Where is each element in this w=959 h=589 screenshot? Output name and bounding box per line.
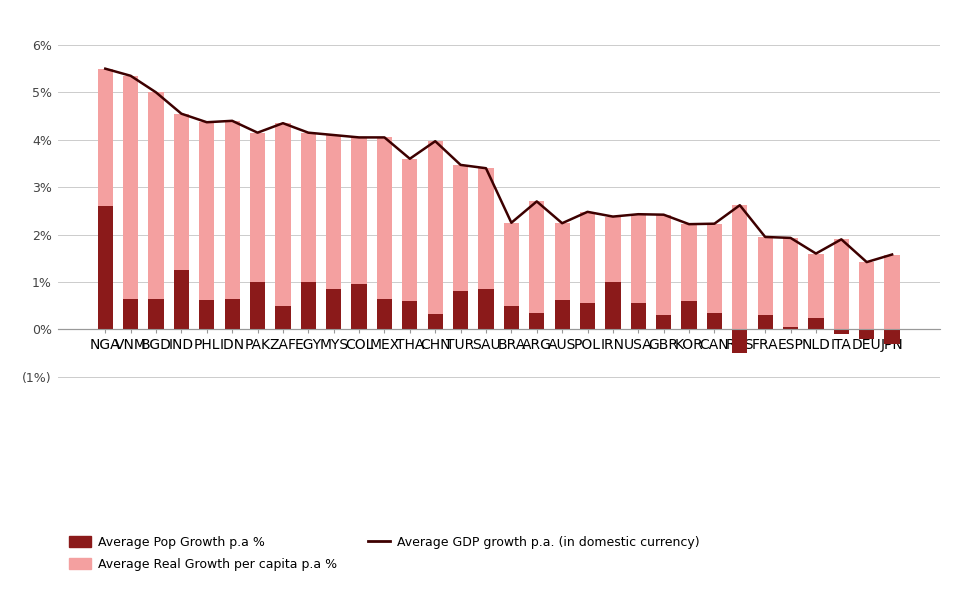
Bar <box>149 92 164 299</box>
Bar <box>707 313 722 329</box>
Bar <box>859 329 875 339</box>
Bar <box>199 300 215 329</box>
Bar <box>174 114 189 270</box>
Bar <box>123 76 138 299</box>
Bar <box>808 317 824 329</box>
Bar <box>301 282 316 329</box>
Bar <box>250 282 266 329</box>
Bar <box>377 299 392 329</box>
Bar <box>884 254 900 343</box>
Bar <box>707 224 722 313</box>
Bar <box>529 313 545 329</box>
Bar <box>275 123 291 306</box>
Legend: Average Pop Growth p.a %, Average Real Growth per capita p.a %, Average GDP grow: Average Pop Growth p.a %, Average Real G… <box>64 531 704 576</box>
Bar <box>402 159 417 301</box>
Bar <box>428 315 443 329</box>
Bar <box>503 223 519 306</box>
Bar <box>884 329 900 343</box>
Bar <box>503 306 519 329</box>
Bar <box>123 299 138 329</box>
Bar <box>275 306 291 329</box>
Bar <box>732 205 747 353</box>
Bar <box>453 290 468 329</box>
Bar <box>656 315 671 329</box>
Bar <box>833 329 849 334</box>
Bar <box>351 137 366 284</box>
Bar <box>554 223 570 300</box>
Bar <box>402 301 417 329</box>
Bar <box>224 121 240 299</box>
Bar <box>758 315 773 329</box>
Bar <box>529 201 545 313</box>
Bar <box>833 239 849 334</box>
Bar <box>682 301 696 329</box>
Bar <box>758 237 773 315</box>
Bar <box>783 327 798 329</box>
Bar <box>479 168 494 289</box>
Bar <box>808 253 824 317</box>
Bar <box>631 303 646 329</box>
Bar <box>682 224 696 301</box>
Bar <box>859 262 875 339</box>
Bar <box>428 141 443 315</box>
Bar <box>479 289 494 329</box>
Bar <box>605 282 620 329</box>
Bar <box>656 214 671 315</box>
Bar <box>453 165 468 290</box>
Bar <box>199 123 215 300</box>
Bar <box>377 137 392 299</box>
Bar <box>98 69 113 206</box>
Bar <box>580 303 596 329</box>
Bar <box>580 212 596 303</box>
Bar <box>250 133 266 282</box>
Bar <box>224 299 240 329</box>
Bar <box>149 299 164 329</box>
Bar <box>351 284 366 329</box>
Bar <box>98 206 113 329</box>
Bar <box>326 135 341 289</box>
Bar <box>631 214 646 303</box>
Bar <box>326 289 341 329</box>
Bar <box>605 217 620 282</box>
Bar <box>301 133 316 282</box>
Bar <box>732 329 747 353</box>
Bar <box>174 270 189 329</box>
Bar <box>783 238 798 327</box>
Bar <box>554 300 570 329</box>
